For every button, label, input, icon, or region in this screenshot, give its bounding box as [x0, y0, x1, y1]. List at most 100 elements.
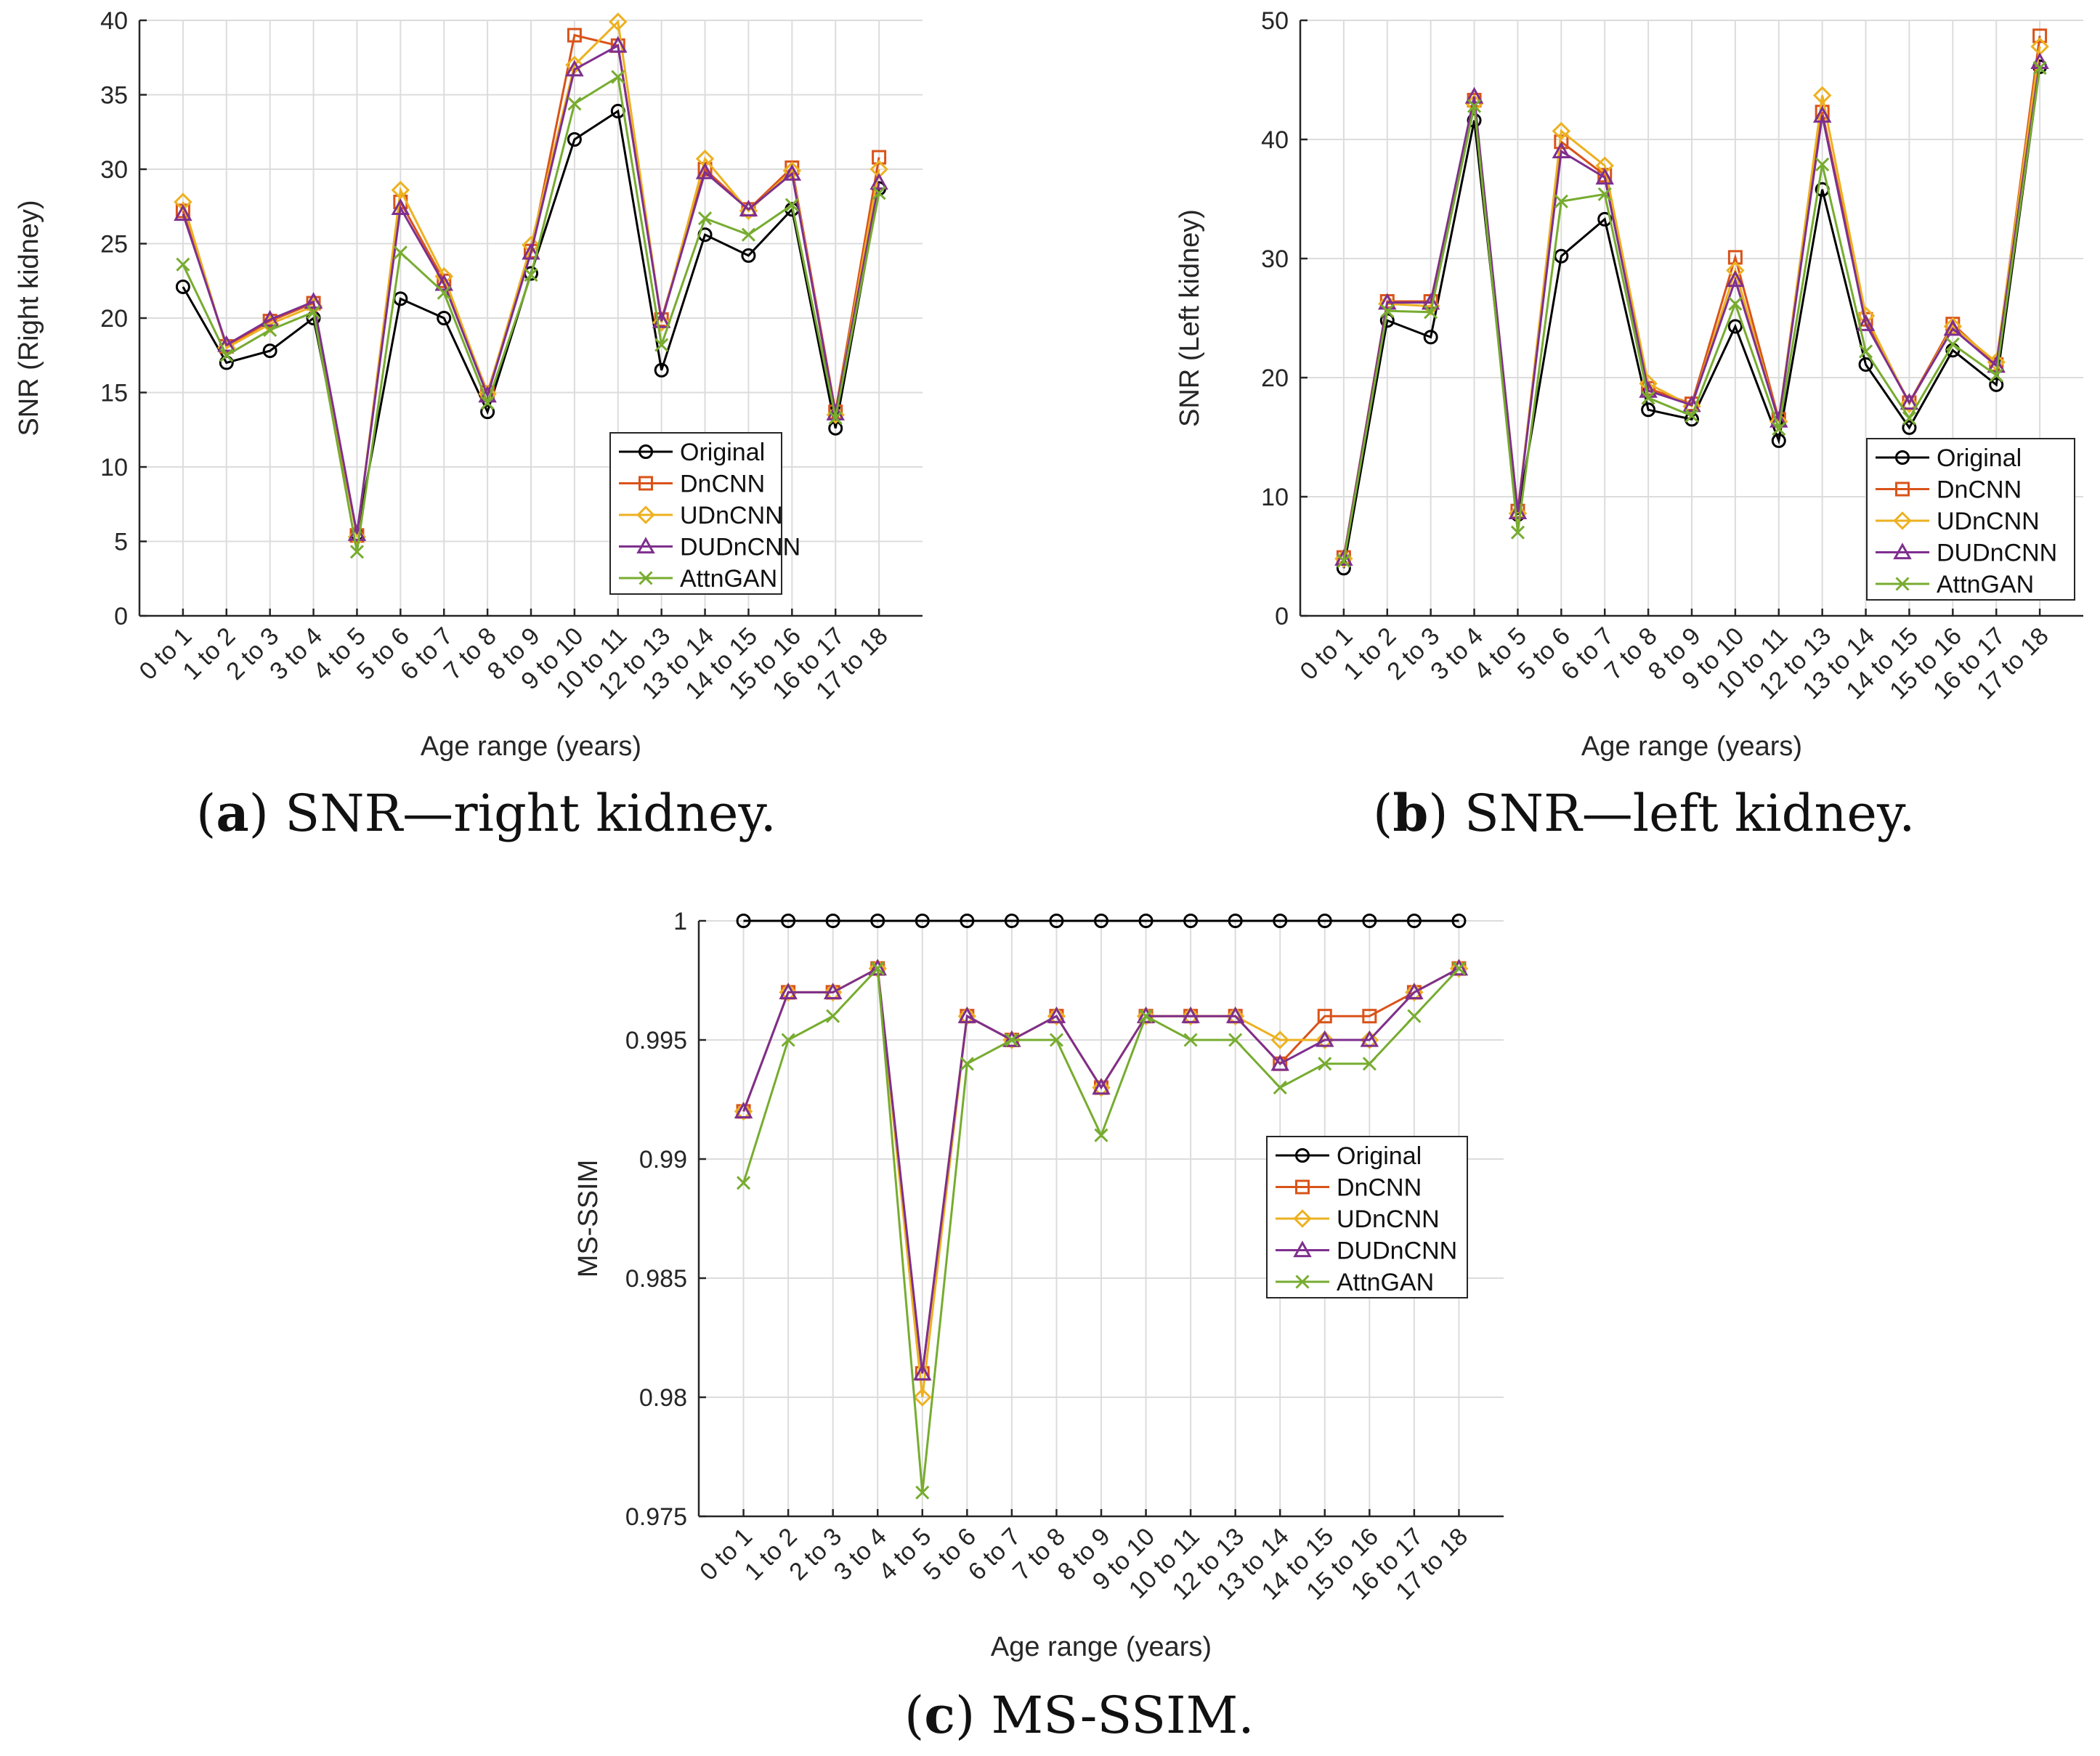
- legend-marker: [1293, 1240, 1312, 1258]
- legend-entry-dncnn: DnCNN: [680, 471, 765, 498]
- legend-marker: [1895, 481, 1910, 497]
- x-axis-label: Age range (years): [1581, 731, 1802, 762]
- legend-entry-attngan: AttnGAN: [680, 565, 777, 593]
- data-point: [823, 983, 843, 1000]
- data-point: [393, 245, 408, 260]
- data-point: [219, 348, 234, 362]
- legend-entry-attngan: AttnGAN: [1337, 1269, 1434, 1296]
- legend-entry-udncnn: UDnCNN: [1937, 508, 2040, 535]
- legend-marker: [1893, 542, 1912, 560]
- data-point: [785, 198, 799, 212]
- legend-box: [1266, 1136, 1468, 1298]
- data-point: [1005, 1033, 1019, 1047]
- data-point: [913, 1388, 932, 1407]
- data-point: [1900, 394, 1919, 413]
- series-original: [1336, 59, 2048, 576]
- data-point: [2032, 28, 2048, 44]
- data-point: [828, 410, 843, 425]
- series-attngan: [176, 70, 886, 559]
- legend-b: Original DnCNN UDnCNN DUDnCNN AttnGAN: [1866, 438, 2075, 601]
- data-point: [1380, 304, 1395, 318]
- legend-entry-dncnn: DnCNN: [1937, 476, 2022, 504]
- data-point: [1362, 914, 1377, 928]
- legend-entry-attngan: AttnGAN: [1937, 571, 2034, 598]
- data-point: [1449, 959, 1469, 978]
- data-point: [1726, 270, 1745, 288]
- data-point: [1858, 344, 1873, 359]
- data-point: [1423, 330, 1438, 345]
- data-point: [1138, 914, 1154, 928]
- legend-entry-original: Original: [1937, 444, 2022, 472]
- data-point: [826, 1009, 840, 1023]
- series-line-original: [1342, 66, 2041, 569]
- legend-entry-dudncnn: DUDnCNN: [1337, 1237, 1457, 1265]
- data-point: [217, 335, 236, 352]
- data-point: [1508, 504, 1528, 523]
- data-point: [1362, 1009, 1377, 1024]
- data-point: [1943, 319, 1963, 336]
- legend-entry-original: Original: [1337, 1142, 1422, 1170]
- legend-marker: [1295, 1275, 1310, 1289]
- y-tick-label: 1: [673, 908, 687, 935]
- legend-entry-dudncnn: DUDnCNN: [1937, 540, 2057, 567]
- data-point: [870, 962, 885, 976]
- data-point: [434, 274, 453, 291]
- data-point: [872, 186, 886, 200]
- data-point: [1900, 393, 1919, 410]
- data-point: [1856, 314, 1876, 331]
- data-point: [1597, 187, 1612, 202]
- data-point: [1685, 408, 1699, 423]
- legend-marker: [636, 537, 655, 554]
- data-point: [1858, 357, 1873, 372]
- data-point: [1092, 1078, 1111, 1095]
- legend-marker: [1295, 1179, 1310, 1195]
- data-point: [1047, 1006, 1066, 1023]
- data-point: [869, 173, 888, 190]
- legend-box: [1866, 438, 2075, 601]
- y-axis-label: MS-SSIM: [573, 1160, 604, 1278]
- data-point: [565, 60, 584, 77]
- data-point: [1989, 377, 2004, 392]
- data-point: [782, 163, 802, 181]
- data-point: [1225, 1007, 1245, 1025]
- y-tick-label: 20: [100, 305, 128, 333]
- data-point: [1378, 293, 1397, 310]
- series-attngan: [736, 962, 1467, 1500]
- data-point: [1317, 914, 1332, 928]
- data-point: [263, 322, 277, 337]
- y-tick-label: 0.99: [639, 1146, 687, 1174]
- data-point: [1315, 1030, 1334, 1047]
- data-point: [781, 1033, 795, 1047]
- data-point: [741, 227, 756, 242]
- data-point: [306, 305, 321, 320]
- y-tick-label: 35: [100, 82, 128, 110]
- y-tick-label: 0: [1275, 603, 1289, 630]
- data-point: [739, 200, 758, 217]
- data-point: [1273, 914, 1288, 928]
- data-point: [437, 285, 451, 300]
- legend-entry-udncnn: UDnCNN: [680, 502, 783, 529]
- data-point: [1902, 411, 1917, 426]
- data-point: [1595, 156, 1614, 175]
- data-point: [1136, 1006, 1156, 1023]
- data-point: [1094, 1128, 1108, 1142]
- data-point: [567, 28, 582, 43]
- data-point: [522, 243, 540, 260]
- data-point: [1094, 914, 1108, 928]
- y-tick-label: 25: [100, 231, 128, 259]
- data-point: [1225, 1006, 1245, 1023]
- legend-marker: [1893, 511, 1912, 530]
- caption-a: (a) SNR—right kidney.: [196, 783, 777, 843]
- data-point: [1641, 402, 1656, 418]
- caption-b: (b) SNR—left kidney.: [1373, 783, 1915, 843]
- data-point: [1318, 1057, 1332, 1071]
- data-point: [736, 914, 751, 928]
- legend-entry-dncnn: DnCNN: [1337, 1174, 1422, 1202]
- legend-c: Original DnCNN UDnCNN DUDnCNN AttnGAN: [1266, 1136, 1468, 1298]
- data-point: [1049, 1033, 1064, 1047]
- data-point: [1902, 420, 1917, 435]
- data-point: [1362, 1057, 1377, 1071]
- data-point: [1270, 1031, 1289, 1049]
- data-point: [1464, 86, 1484, 104]
